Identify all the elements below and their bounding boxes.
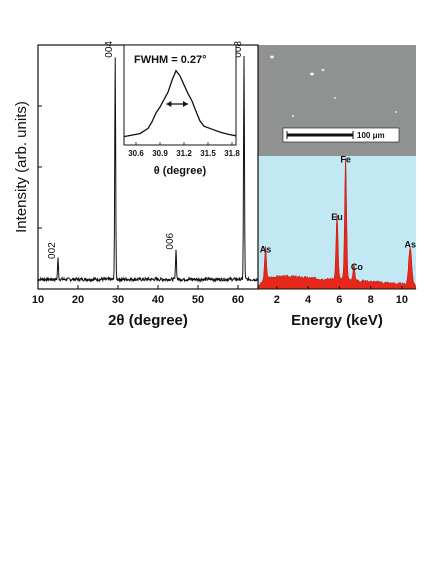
inset-x-tick-label: 30.6 (128, 149, 144, 158)
inset-curve (123, 69, 237, 138)
fwhm-annotation: FWHM = 0.27° (134, 54, 207, 66)
fwhm-arrowhead-right (183, 101, 188, 107)
sem-particle (310, 72, 314, 76)
xrd-x-tick-label: 50 (192, 294, 204, 306)
inset-x-axis-label: θ (degree) (154, 165, 207, 177)
edx-x-tick-label: 8 (368, 294, 374, 306)
xrd-y-ticks (38, 105, 42, 229)
inset-frame (123, 44, 237, 146)
edx-x-tick-label: 2 (274, 294, 280, 306)
xrd-x-tick-label: 30 (112, 294, 124, 306)
fwhm-arrow (166, 101, 188, 107)
sem-scale-label: 100 μm (357, 131, 385, 140)
xrd-x-tick-label: 20 (72, 294, 84, 306)
edx-peak-label: Co (351, 262, 363, 272)
fwhm-arrowhead-left (166, 101, 172, 107)
edx-peak-label: As (404, 240, 416, 250)
xrd-peak-label: 002 (47, 242, 58, 259)
xrd-peak-label: 004 (104, 41, 115, 58)
edx-x-axis-label: Energy (keV) (291, 312, 383, 329)
xrd-peak-label: 006 (165, 232, 176, 249)
sem-particle (395, 111, 397, 113)
xrd-y-axis-label: Intensity (arb. units) (13, 101, 30, 233)
sem-particle (321, 68, 325, 72)
edx-x-tick-label: 4 (305, 294, 312, 306)
xrd-x-tick-label: 10 (32, 294, 44, 306)
sem-image: 100 μm (258, 45, 416, 156)
sem-particle (270, 55, 274, 59)
edx-x-tick-label: 10 (396, 294, 408, 306)
inset-x-tick-label: 31.8 (224, 149, 240, 158)
xrd-peak-label: 008 (233, 41, 244, 58)
sem-particle (333, 97, 337, 99)
edx-peak-label: Fe (340, 155, 351, 165)
rocking-curve-inset: 30.6 30.9 31.2 31.5 31.8 FWHM = 0.27° θ (deg… (123, 44, 240, 177)
edx-peak-label: Eu (331, 212, 343, 222)
inset-x-tick-label: 31.5 (200, 149, 216, 158)
xrd-x-tick-label: 40 (152, 294, 164, 306)
edx-peak-label: As (260, 245, 272, 255)
edx-panel: As Eu Fe Co As 2 4 6 8 10 Energy (keV) (257, 155, 417, 329)
xrd-pattern-line (37, 55, 259, 283)
sem-particle (291, 115, 295, 117)
edx-spectrum-area (257, 157, 417, 290)
xrd-x-tick-label: 60 (232, 294, 244, 306)
xrd-x-axis-label: 2θ (degree) (108, 312, 188, 329)
inset-x-tick-label: 31.2 (176, 149, 192, 158)
edx-x-tick-label: 6 (336, 294, 342, 306)
inset-x-tick-label: 30.9 (152, 149, 168, 158)
